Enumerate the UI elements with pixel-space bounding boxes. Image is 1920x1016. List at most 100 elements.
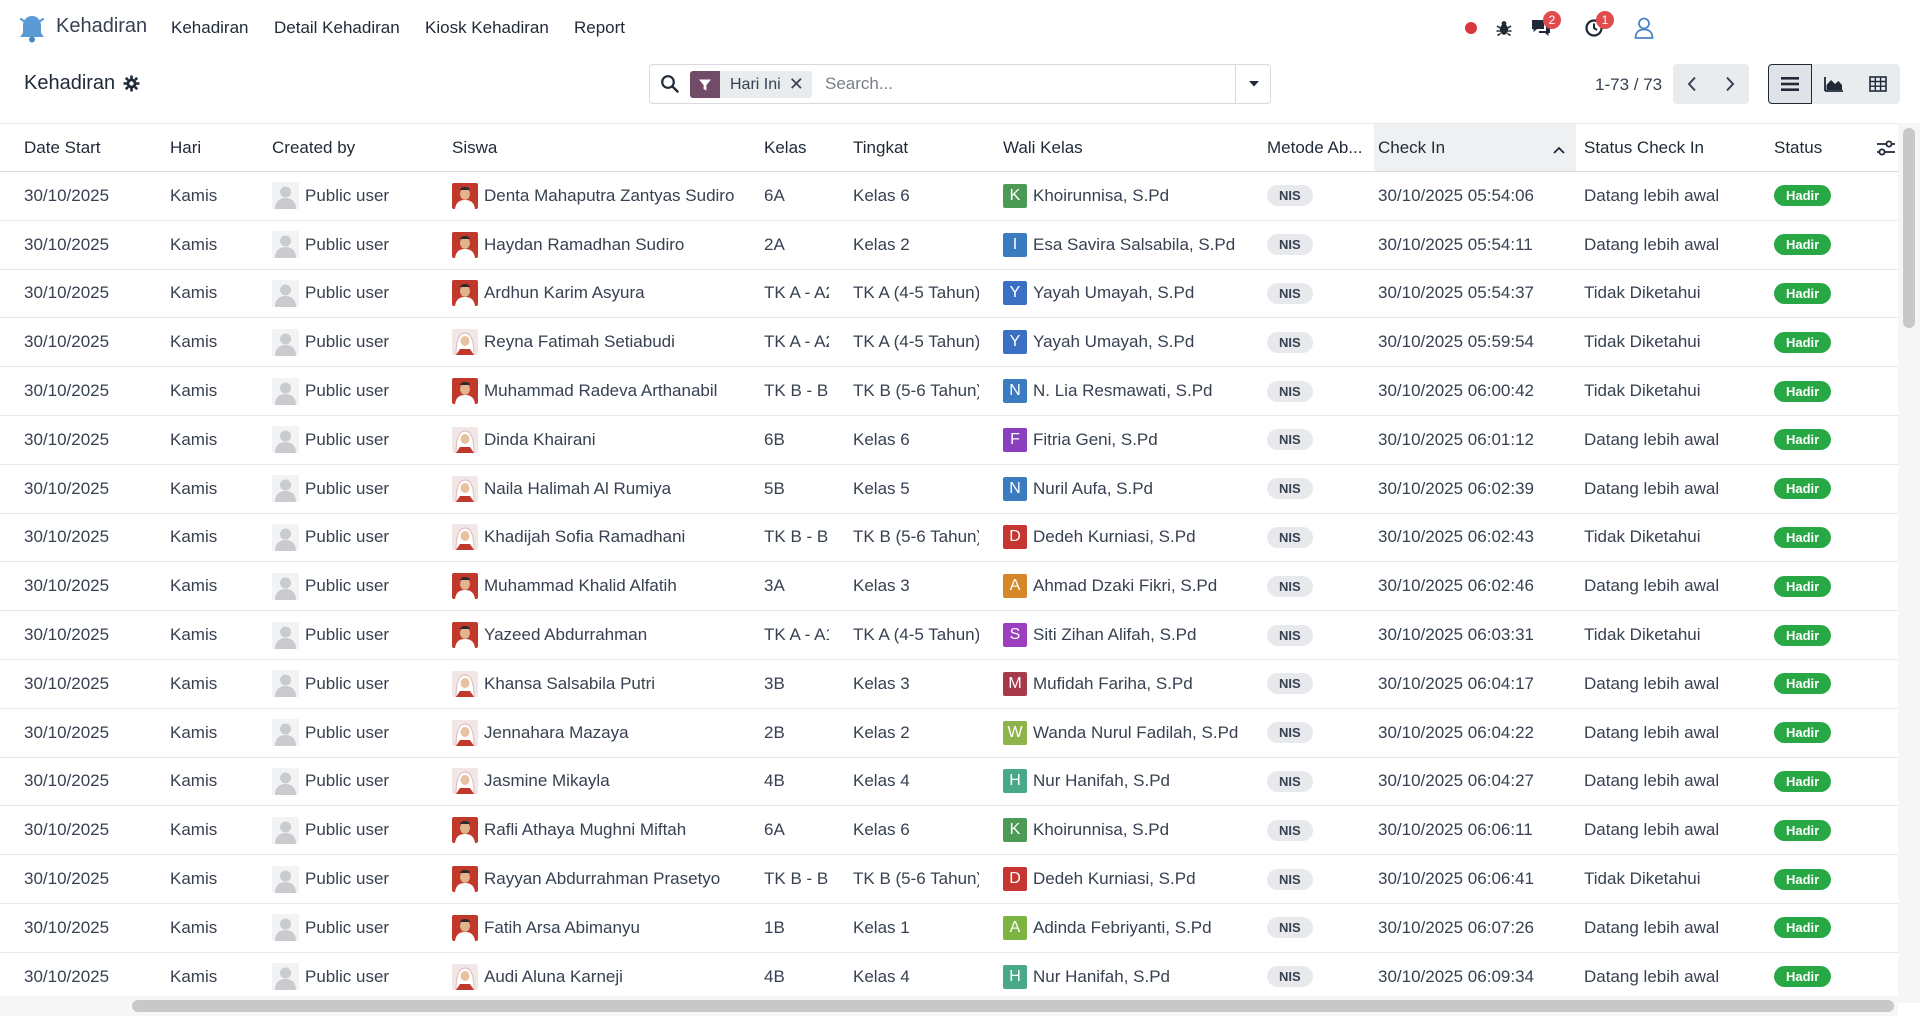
col-kelas[interactable]: Kelas: [740, 123, 829, 172]
optional-columns-toggle-icon[interactable]: [1876, 140, 1896, 161]
student-name[interactable]: Khansa Salsabila Putri: [484, 673, 656, 693]
user-icon[interactable]: [1630, 14, 1658, 42]
table-row[interactable]: 30/10/2025 Kamis Public user Naila Halimah …: [0, 464, 1898, 514]
created-by-name[interactable]: Public user: [305, 869, 390, 889]
horizontal-scrollbar-thumb[interactable]: [132, 1000, 1894, 1012]
wali-name[interactable]: Adinda Febriyanti, S.Pd: [1033, 917, 1212, 937]
col-created-by[interactable]: Created by: [248, 123, 429, 172]
wali-name[interactable]: Dedeh Kurniasi, S.Pd: [1033, 869, 1196, 889]
created-by-name[interactable]: Public user: [305, 820, 390, 840]
student-name[interactable]: Audi Aluna Karneji: [484, 966, 623, 986]
wali-name[interactable]: Yayah Umayah, S.Pd: [1033, 332, 1195, 352]
wali-name[interactable]: Wanda Nurul Fadilah, S.Pd: [1033, 722, 1239, 742]
wali-name[interactable]: Esa Savira Salsabila, S.Pd: [1033, 234, 1236, 254]
table-row[interactable]: 30/10/2025 Kamis Public user Ardhun Karim A…: [0, 269, 1898, 319]
col-tingkat[interactable]: Tingkat: [829, 123, 979, 172]
wali-name[interactable]: N. Lia Resmawati, S.Pd: [1033, 381, 1213, 401]
student-name[interactable]: Jasmine Mikayla: [484, 771, 610, 791]
pivot-view-button[interactable]: [1856, 64, 1900, 104]
table-row[interactable]: 30/10/2025 Kamis Public user Rafli Athaya M…: [0, 805, 1898, 856]
created-by-name[interactable]: Public user: [305, 722, 390, 742]
table-row[interactable]: 30/10/2025 Kamis Public user Yazeed Abdurra…: [0, 610, 1898, 660]
student-name[interactable]: Jennahara Mazaya: [484, 722, 629, 742]
remove-facet-icon[interactable]: ✕: [788, 74, 804, 94]
col-wali-kelas[interactable]: Wali Kelas: [979, 123, 1243, 172]
pager-previous-button[interactable]: [1673, 64, 1711, 104]
student-name[interactable]: Fatih Arsa Abimanyu: [484, 917, 640, 937]
student-name[interactable]: Haydan Ramadhan Sudiro: [484, 234, 685, 254]
student-name[interactable]: Naila Halimah Al Rumiya: [484, 478, 672, 498]
table-row[interactable]: 30/10/2025 Kamis Public user Muhammad Radev…: [0, 366, 1898, 416]
created-by-name[interactable]: Public user: [305, 576, 390, 596]
table-row[interactable]: 30/10/2025 Kamis Public user Jasmine Mikayl…: [0, 757, 1898, 807]
student-name[interactable]: Muhammad Khalid Alfatih: [484, 576, 677, 596]
menu-kiosk-kehadiran[interactable]: Kiosk Kehadiran: [425, 18, 549, 37]
student-name[interactable]: Rayyan Abdurrahman Prasetyo: [484, 869, 721, 889]
table-row[interactable]: 30/10/2025 Kamis Public user Fatih Arsa Abi…: [0, 903, 1898, 953]
chat-icon[interactable]: 2: [1527, 11, 1561, 42]
col-check-in[interactable]: Check In: [1374, 123, 1576, 172]
app-logo-icon[interactable]: [18, 13, 46, 43]
table-row[interactable]: 30/10/2025 Kamis Public user Denta Mahaputr…: [0, 171, 1898, 221]
created-by-name[interactable]: Public user: [305, 625, 390, 645]
table-row[interactable]: 30/10/2025 Kamis Public user Khansa Salsabi…: [0, 659, 1898, 709]
table-row[interactable]: 30/10/2025 Kamis Public user Muhammad Khali…: [0, 561, 1898, 612]
wali-name[interactable]: Nur Hanifah, S.Pd: [1033, 771, 1171, 791]
col-siswa[interactable]: Siswa: [429, 123, 740, 172]
wali-name[interactable]: Khoirunnisa, S.Pd: [1033, 185, 1170, 205]
student-name[interactable]: Muhammad Radeva Arthanabil: [484, 381, 718, 401]
wali-name[interactable]: Siti Zihan Alifah, S.Pd: [1033, 625, 1197, 645]
student-name[interactable]: Dinda Khairani: [484, 429, 596, 449]
search-options-toggle[interactable]: [1235, 65, 1271, 103]
menu-kehadiran[interactable]: Kehadiran: [171, 18, 249, 37]
record-dot-icon[interactable]: [1457, 14, 1485, 42]
search-icon[interactable]: [660, 74, 680, 99]
col-hari[interactable]: Hari: [146, 123, 248, 172]
wali-name[interactable]: Mufidah Fariha, S.Pd: [1033, 673, 1193, 693]
table-row[interactable]: 30/10/2025 Kamis Public user Dinda Khairani…: [0, 415, 1898, 465]
pager-value[interactable]: 1-73 / 73: [1595, 75, 1663, 94]
menu-detail-kehadiran[interactable]: Detail Kehadiran: [274, 18, 400, 37]
menu-report[interactable]: Report: [574, 18, 626, 37]
wali-name[interactable]: Khoirunnisa, S.Pd: [1033, 820, 1170, 840]
table-row[interactable]: 30/10/2025 Kamis Public user Reyna Fatimah …: [0, 317, 1898, 368]
created-by-name[interactable]: Public user: [305, 332, 390, 352]
list-view-button[interactable]: [1768, 64, 1812, 104]
student-name[interactable]: Yazeed Abdurrahman: [484, 625, 648, 645]
student-name[interactable]: Rafli Athaya Mughni Miftah: [484, 820, 687, 840]
created-by-name[interactable]: Public user: [305, 478, 390, 498]
table-row[interactable]: 30/10/2025 Kamis Public user Khadijah Sofia…: [0, 513, 1898, 563]
table-row[interactable]: 30/10/2025 Kamis Public user Haydan Ramadha…: [0, 220, 1898, 270]
debug-icon[interactable]: [1490, 14, 1518, 42]
created-by-name[interactable]: Public user: [305, 771, 390, 791]
table-row[interactable]: 30/10/2025 Kamis Public user Rayyan Abdurra…: [0, 854, 1898, 904]
wali-name[interactable]: Dedeh Kurniasi, S.Pd: [1033, 527, 1196, 547]
wali-name[interactable]: Nuril Aufa, S.Pd: [1033, 478, 1154, 498]
col-status-check-in[interactable]: Status Check In: [1576, 123, 1760, 172]
created-by-name[interactable]: Public user: [305, 234, 390, 254]
table-row[interactable]: 30/10/2025 Kamis Public user Audi Aluna Kar…: [0, 952, 1898, 1002]
graph-view-button[interactable]: [1812, 64, 1856, 104]
created-by-name[interactable]: Public user: [305, 283, 390, 303]
search-input[interactable]: [825, 70, 1225, 98]
created-by-name[interactable]: Public user: [305, 381, 390, 401]
pager-next-button[interactable]: [1711, 64, 1749, 104]
created-by-name[interactable]: Public user: [305, 917, 390, 937]
app-name[interactable]: Kehadiran: [56, 15, 148, 37]
created-by-name[interactable]: Public user: [305, 429, 390, 449]
created-by-name[interactable]: Public user: [305, 966, 390, 986]
wali-name[interactable]: Fitria Geni, S.Pd: [1033, 429, 1158, 449]
wali-name[interactable]: Yayah Umayah, S.Pd: [1033, 283, 1195, 303]
created-by-name[interactable]: Public user: [305, 185, 390, 205]
created-by-name[interactable]: Public user: [305, 527, 390, 547]
student-name[interactable]: Ardhun Karim Asyura: [484, 283, 645, 303]
gear-icon[interactable]: [123, 75, 140, 97]
wali-name[interactable]: Nur Hanifah, S.Pd: [1033, 966, 1171, 986]
wali-name[interactable]: Ahmad Dzaki Fikri, S.Pd: [1033, 576, 1218, 596]
col-metode-absen[interactable]: Metode Ab...: [1243, 123, 1374, 172]
student-name[interactable]: Khadijah Sofia Ramadhani: [484, 527, 686, 547]
col-date-start[interactable]: Date Start: [0, 123, 146, 172]
col-status[interactable]: Status: [1760, 123, 1898, 172]
vertical-scrollbar-thumb[interactable]: [1903, 128, 1915, 328]
table-row[interactable]: 30/10/2025 Kamis Public user Jennahara Maza…: [0, 708, 1898, 758]
